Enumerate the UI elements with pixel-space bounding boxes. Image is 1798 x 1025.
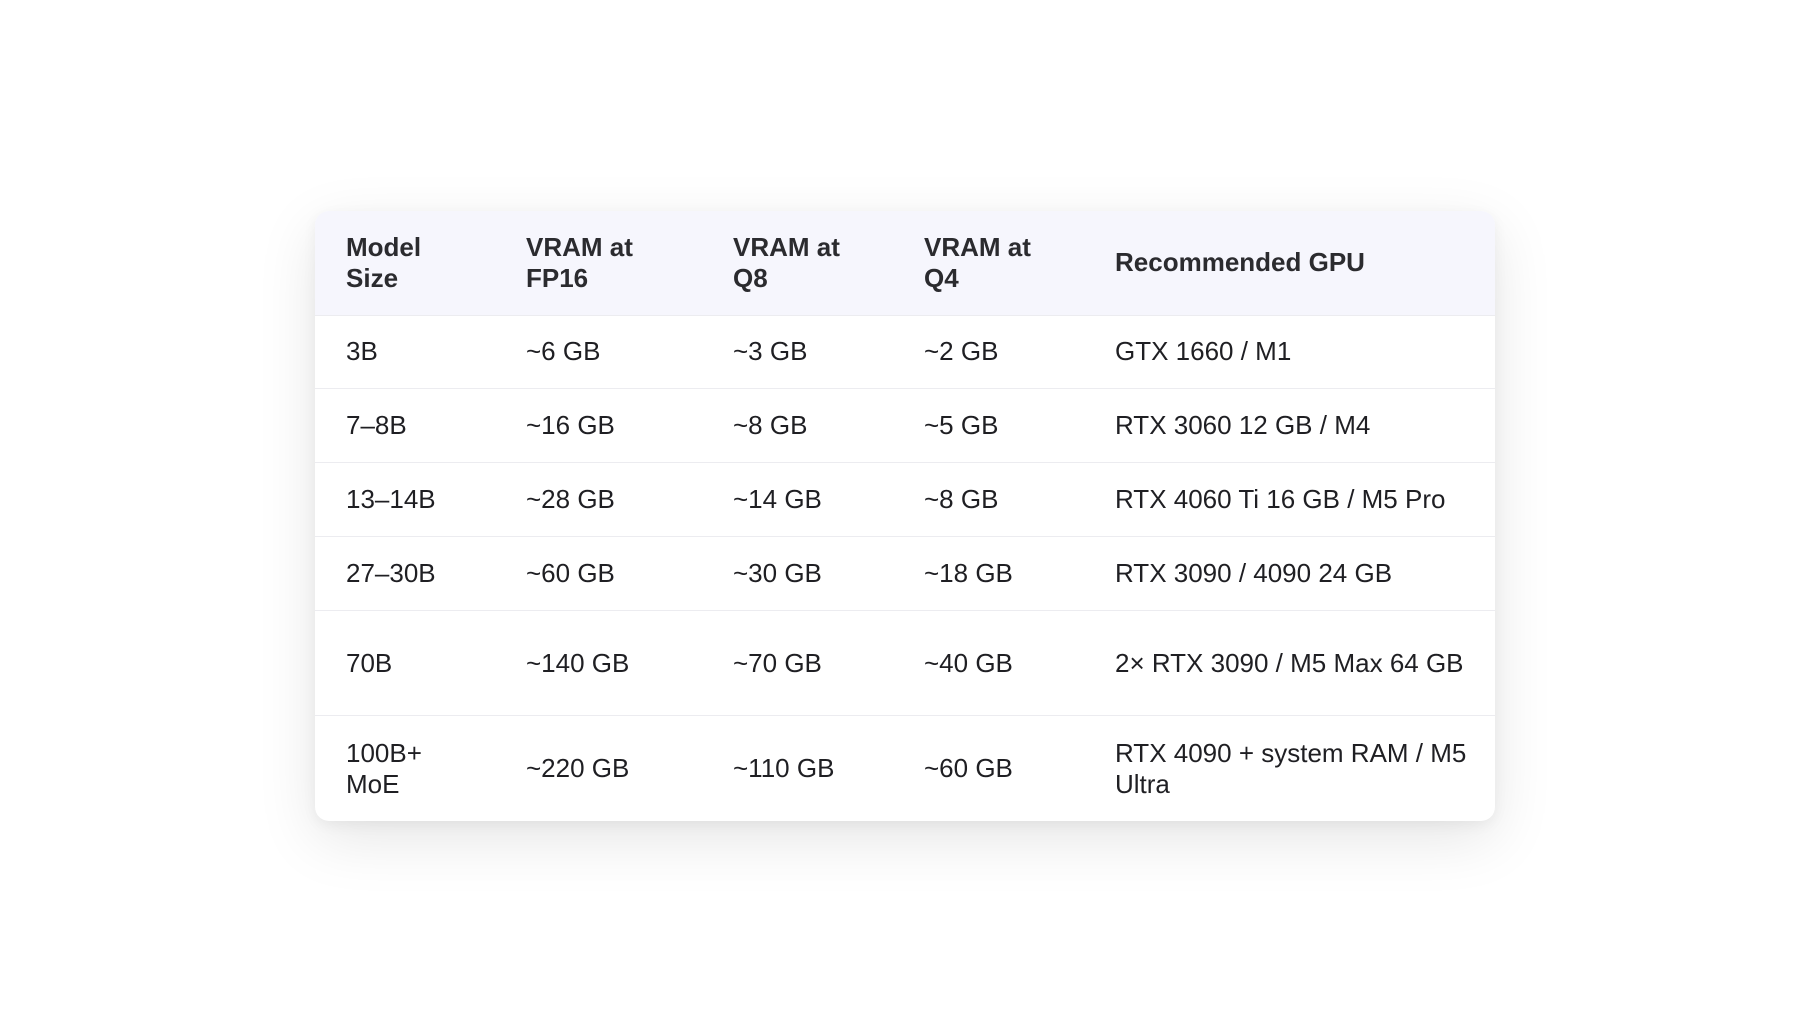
cell-model-size: 3B <box>346 336 378 367</box>
table-row: 13–14B ~28 GB ~14 GB ~8 GB RTX 4060 Ti 1… <box>315 462 1495 537</box>
cell-vram-fp16: ~220 GB <box>526 753 630 784</box>
header-row: Model Size VRAM at FP16 VRAM at Q8 VRAM … <box>315 211 1495 315</box>
cell-vram-fp16: ~6 GB <box>526 336 601 367</box>
cell-vram-fp16: ~60 GB <box>526 558 615 589</box>
cell-vram-q4: ~18 GB <box>924 558 1013 589</box>
table-row: 70B ~140 GB ~70 GB ~40 GB 2× RTX 3090 / … <box>315 610 1495 716</box>
vram-requirements-table: Model Size VRAM at FP16 VRAM at Q8 VRAM … <box>315 211 1495 821</box>
table-row: 3B ~6 GB ~3 GB ~2 GB GTX 1660 / M1 <box>315 315 1495 389</box>
cell-vram-q4: ~8 GB <box>924 484 999 515</box>
table-body: 3B ~6 GB ~3 GB ~2 GB GTX 1660 / M1 7–8B … <box>315 315 1495 821</box>
cell-vram-fp16: ~28 GB <box>526 484 615 515</box>
cell-model-size: 27–30B <box>346 558 436 589</box>
table-header: Model Size VRAM at FP16 VRAM at Q8 VRAM … <box>315 211 1495 315</box>
cell-recommended-gpu: RTX 4090 + system RAM / M5 Ultra <box>1115 737 1467 799</box>
cell-vram-q4: ~60 GB <box>924 753 1013 784</box>
header-recommended-gpu: Recommended GPU <box>1115 247 1365 278</box>
cell-model-size: 7–8B <box>346 410 407 441</box>
cell-vram-q8: ~110 GB <box>733 753 835 784</box>
cell-vram-q8: ~3 GB <box>733 336 808 367</box>
table-row: 100B+ MoE ~220 GB ~110 GB ~60 GB RTX 409… <box>315 715 1495 821</box>
cell-model-size: 100B+ MoE <box>346 737 422 799</box>
cell-vram-q8: ~8 GB <box>733 410 808 441</box>
cell-model-size: 13–14B <box>346 484 436 515</box>
cell-recommended-gpu: 2× RTX 3090 / M5 Max 64 GB <box>1115 647 1464 678</box>
cell-model-size: 70B <box>346 647 393 678</box>
header-model-size: Model Size <box>346 231 422 293</box>
vram-table-card: Model Size VRAM at FP16 VRAM at Q8 VRAM … <box>315 211 1495 821</box>
cell-recommended-gpu: RTX 3090 / 4090 24 GB <box>1115 558 1393 589</box>
cell-vram-q4: ~2 GB <box>924 336 999 367</box>
cell-recommended-gpu: RTX 3060 12 GB / M4 <box>1115 410 1371 441</box>
cell-recommended-gpu: GTX 1660 / M1 <box>1115 336 1292 367</box>
header-vram-q8: VRAM at Q8 <box>733 231 840 293</box>
cell-recommended-gpu: RTX 4060 Ti 16 GB / M5 Pro <box>1115 484 1446 515</box>
cell-vram-q4: ~40 GB <box>924 647 1013 678</box>
cell-vram-q8: ~14 GB <box>733 484 822 515</box>
cell-vram-fp16: ~16 GB <box>526 410 615 441</box>
header-vram-fp16: VRAM at FP16 <box>526 231 633 293</box>
table-row: 27–30B ~60 GB ~30 GB ~18 GB RTX 3090 / 4… <box>315 536 1495 611</box>
cell-vram-q8: ~70 GB <box>733 647 822 678</box>
cell-vram-q8: ~30 GB <box>733 558 822 589</box>
table-row: 7–8B ~16 GB ~8 GB ~5 GB RTX 3060 12 GB /… <box>315 388 1495 463</box>
header-vram-q4: VRAM at Q4 <box>924 231 1031 293</box>
cell-vram-fp16: ~140 GB <box>526 647 630 678</box>
cell-vram-q4: ~5 GB <box>924 410 999 441</box>
